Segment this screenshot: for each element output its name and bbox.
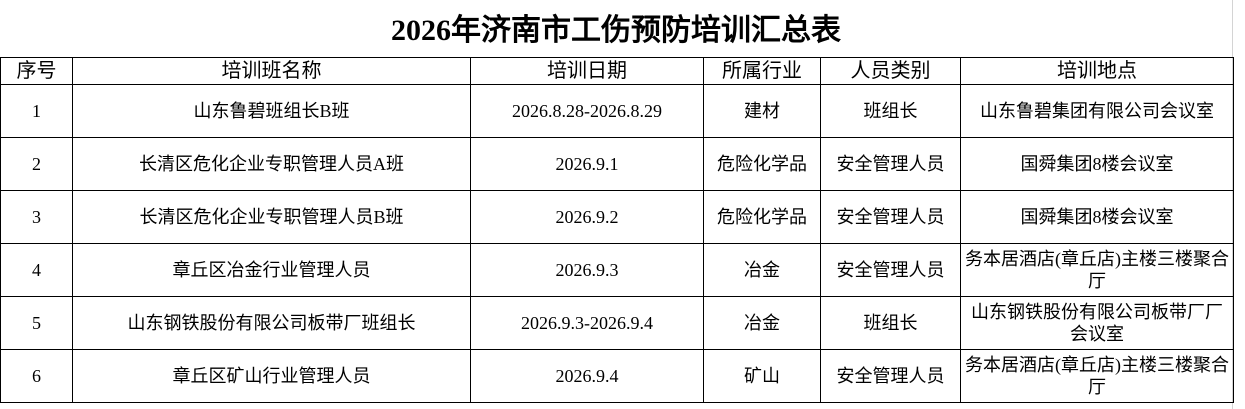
training-location: 国舜集团8楼会议室	[960, 190, 1234, 244]
table: 序号 培训班名称 培训日期 所属行业 人员类别 培训地点 1 山东鲁碧班组长B班 2026.8…	[0, 57, 1234, 403]
class-name: 章丘区矿山行业管理人员	[72, 349, 471, 403]
column-header: 人员类别	[820, 57, 961, 85]
industry: 矿山	[703, 349, 821, 403]
table-row: 2 长清区危化企业专职管理人员A班 2026.9.1 危险化学品 安全管理人员 国舜集团8…	[0, 137, 1234, 191]
class-name: 章丘区冶金行业管理人员	[72, 243, 471, 297]
table-row: 1 山东鲁碧班组长B班 2026.8.28-2026.8.29 建材 班组长 山东鲁碧集团…	[0, 84, 1234, 138]
table-row: 4 章丘区冶金行业管理人员 2026.9.3 冶金 安全管理人员 务本居酒店(章丘店)主楼…	[0, 243, 1234, 297]
row-number: 3	[0, 190, 73, 244]
industry: 危险化学品	[703, 137, 821, 191]
class-name: 山东鲁碧班组长B班	[72, 84, 471, 138]
industry: 冶金	[703, 296, 821, 350]
personnel-category: 安全管理人员	[820, 137, 961, 191]
training-date: 2026.9.3-2026.9.4	[470, 296, 704, 350]
training-date: 2026.9.2	[470, 190, 704, 244]
row-number: 4	[0, 243, 73, 297]
row-number: 6	[0, 349, 73, 403]
table-row: 5 山东钢铁股份有限公司板带厂班组长 2026.9.3-2026.9.4 冶金 班组长山…	[0, 296, 1234, 350]
training-location: 务本居酒店(章丘店)主楼三楼聚合厅	[960, 243, 1234, 297]
industry: 危险化学品	[703, 190, 821, 244]
training-location: 务本居酒店(章丘店)主楼三楼聚合厅	[960, 349, 1234, 403]
industry: 建材	[703, 84, 821, 138]
table-title: 2026年济南市工伤预防培训汇总表	[0, 0, 1232, 58]
column-header: 培训日期	[470, 57, 704, 85]
class-name: 长清区危化企业专职管理人员B班	[72, 190, 471, 244]
personnel-category: 安全管理人员	[820, 243, 961, 297]
table-body: 1 山东鲁碧班组长B班 2026.8.28-2026.8.29 建材 班组长 山东鲁碧集团…	[0, 84, 1234, 403]
row-number: 2	[0, 137, 73, 191]
row-number: 1	[0, 84, 73, 138]
industry: 冶金	[703, 243, 821, 297]
training-date: 2026.8.28-2026.8.29	[470, 84, 704, 138]
column-header: 序号	[0, 57, 73, 85]
personnel-category: 班组长	[820, 296, 961, 350]
training-location: 国舜集团8楼会议室	[960, 137, 1234, 191]
table-row: 6 章丘区矿山行业管理人员 2026.9.4 矿山 安全管理人员 务本居酒店(章丘店)主楼…	[0, 349, 1234, 403]
row-number: 5	[0, 296, 73, 350]
personnel-category: 安全管理人员	[820, 190, 961, 244]
class-name: 山东钢铁股份有限公司板带厂班组长	[72, 296, 471, 350]
training-location: 山东钢铁股份有限公司板带厂厂会议室	[960, 296, 1234, 350]
training-date: 2026.9.1	[470, 137, 704, 191]
personnel-category: 安全管理人员	[820, 349, 961, 403]
column-header: 培训地点	[960, 57, 1234, 85]
class-name: 长清区危化企业专职管理人员A班	[72, 137, 471, 191]
column-header: 培训班名称	[72, 57, 471, 85]
column-header: 所属行业	[703, 57, 821, 85]
table-row: 3 长清区危化企业专职管理人员B班 2026.9.2 危险化学品 安全管理人员 国舜集团8…	[0, 190, 1234, 244]
header-row: 序号 培训班名称 培训日期 所属行业 人员类别 培训地点	[0, 57, 1234, 85]
personnel-category: 班组长	[820, 84, 961, 138]
training-location: 山东鲁碧集团有限公司会议室	[960, 84, 1234, 138]
training-date: 2026.9.4	[470, 349, 704, 403]
training-date: 2026.9.3	[470, 243, 704, 297]
